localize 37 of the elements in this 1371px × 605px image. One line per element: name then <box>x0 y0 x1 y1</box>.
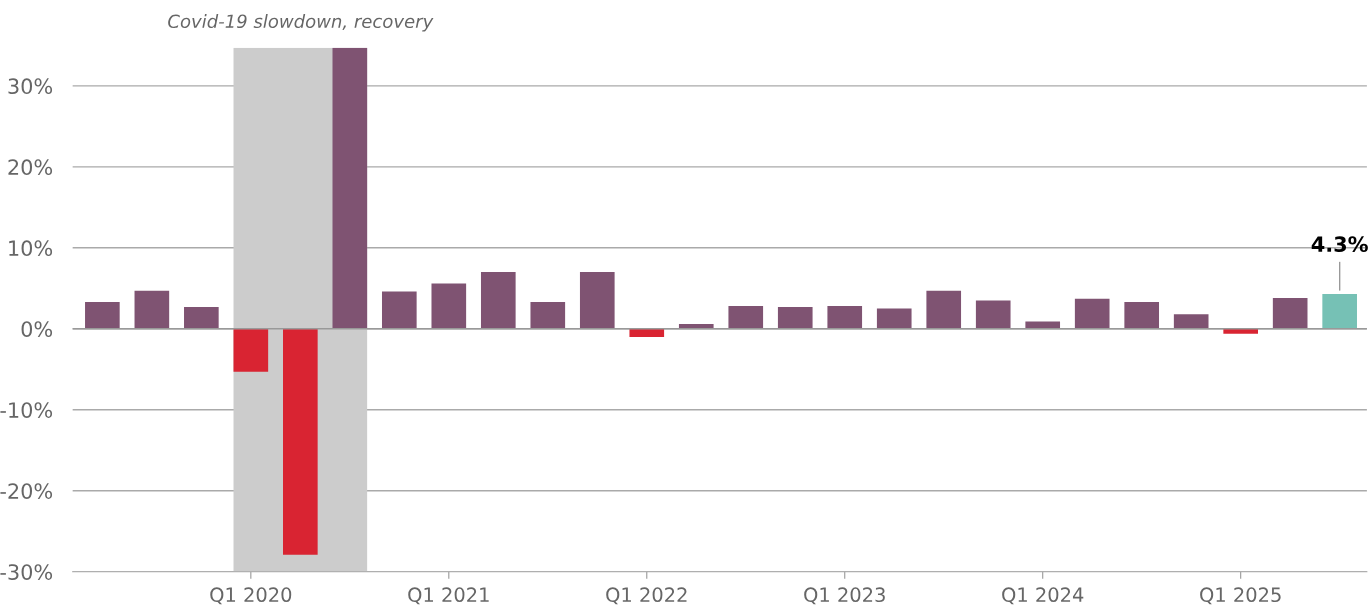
bar <box>431 283 467 329</box>
y-tick-label: -20% <box>0 483 53 499</box>
bar <box>184 306 219 329</box>
bar <box>381 291 417 329</box>
bar <box>85 302 120 329</box>
bar <box>1322 293 1357 329</box>
bar <box>728 306 764 329</box>
y-tick-label: 0% <box>21 321 53 337</box>
x-tick-label: Q1 2023 <box>804 587 885 605</box>
y-tick-label: 30% <box>8 78 53 95</box>
x-tick-label: Q1 2024 <box>1002 587 1084 605</box>
bar <box>332 47 368 329</box>
bar <box>975 300 1011 329</box>
x-tick-label: Q1 2020 <box>210 587 292 605</box>
x-tick-label: Q1 2025 <box>1200 587 1281 605</box>
bar <box>926 290 962 329</box>
bar <box>134 290 170 329</box>
bar <box>579 272 615 329</box>
y-tick-label: -30% <box>0 564 53 580</box>
y-tick-label: 10% <box>9 240 53 257</box>
bar <box>530 302 566 329</box>
y-tick-label: 20% <box>8 159 53 176</box>
bar <box>1272 298 1308 329</box>
bar <box>827 306 863 329</box>
bar <box>1124 302 1160 329</box>
bar <box>480 272 516 329</box>
bar <box>777 306 813 329</box>
text: Covid-19 slowdown, recovery <box>168 14 434 32</box>
bar <box>1074 298 1110 329</box>
bar <box>876 308 912 329</box>
bar <box>1173 314 1209 329</box>
bar <box>283 328 318 555</box>
y-tick-label: -10% <box>0 402 53 418</box>
data-label: 4.3% <box>1311 236 1368 253</box>
bar <box>233 328 269 372</box>
x-tick-label: Q1 2021 <box>408 587 489 605</box>
x-tick-label: Q1 2022 <box>606 587 687 605</box>
